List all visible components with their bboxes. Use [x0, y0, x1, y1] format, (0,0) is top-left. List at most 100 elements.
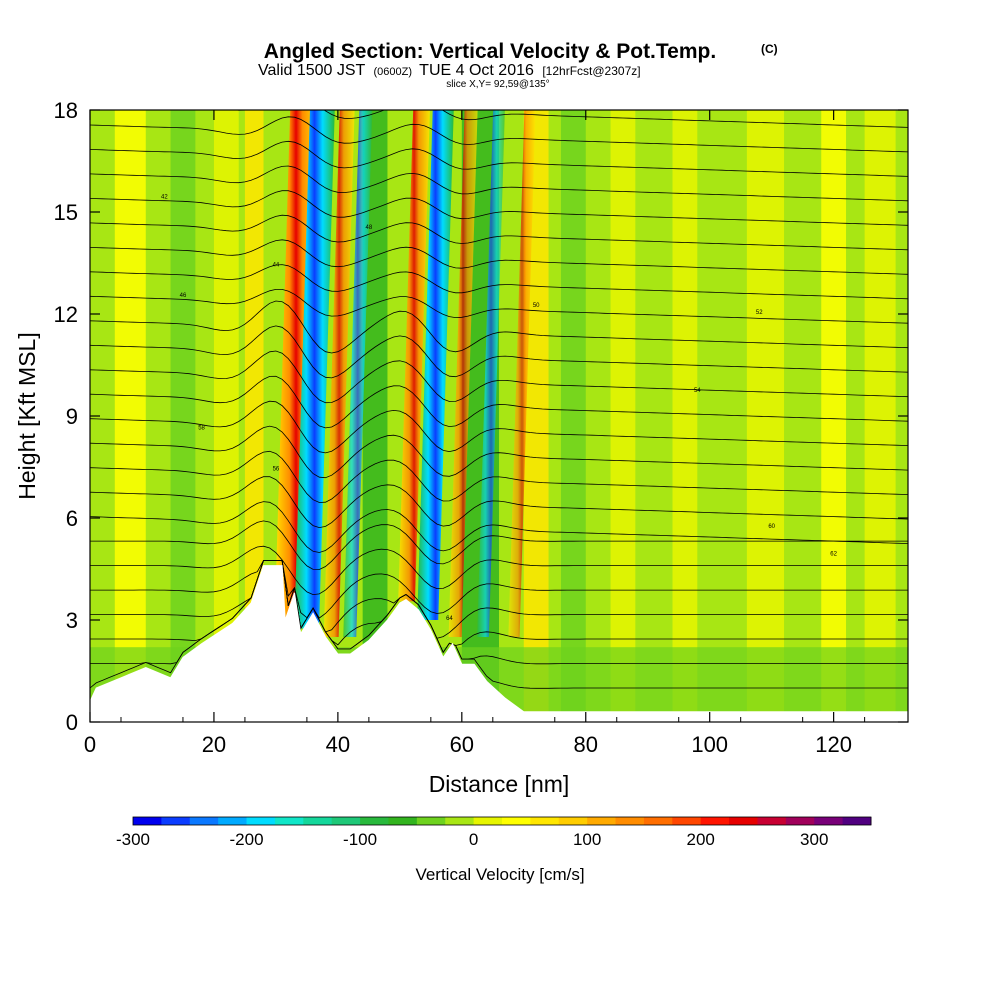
x-tick-label: 80 — [574, 732, 598, 757]
y-axis-label: Height [Kft MSL] — [14, 332, 40, 499]
isentrope-line — [90, 400, 908, 454]
colorbar-swatch — [842, 817, 872, 825]
x-tick-label: 120 — [815, 732, 852, 757]
field-band — [821, 110, 847, 722]
updraft-band — [508, 110, 536, 637]
colorbar-tick-label: -300 — [116, 830, 150, 849]
contour-label: 64 — [446, 616, 453, 622]
colorbar-swatch — [189, 817, 219, 825]
colorbar-swatch — [473, 817, 503, 825]
field-band — [672, 110, 698, 722]
colorbar-swatch — [331, 817, 361, 825]
isentrope-line — [90, 545, 908, 596]
colorbar-swatch — [502, 817, 531, 825]
terrain — [90, 565, 908, 722]
isentrope-line — [90, 300, 908, 354]
contour-label: 62 — [830, 551, 837, 557]
chart-subtitle: Valid 1500 JST (0600Z) TUE 4 Oct 2016 [1… — [258, 62, 641, 79]
y-tick-label: 15 — [54, 200, 78, 225]
colorbar-swatch — [785, 817, 815, 825]
contour-label: 58 — [198, 426, 205, 432]
subtitle-date: TUE 4 Oct 2016 — [419, 62, 534, 79]
potential-temperature-contours: 42 44 46 48 50 52 54 56 58 60 62 64 — [90, 110, 908, 689]
colorbar-swatch — [274, 817, 304, 825]
colorbar-swatch — [757, 817, 787, 825]
slice-label: slice X,Y= 92,59@135° — [446, 79, 549, 90]
colorbar-tick-label: -100 — [343, 830, 377, 849]
axes: 0 20 40 60 80 100 120 0 3 6 9 12 15 18 — [54, 98, 909, 757]
subtitle-valid: Valid 1500 JST — [258, 62, 366, 79]
colorbar-swatch — [218, 817, 248, 825]
field-band — [213, 110, 239, 722]
chart-title: Angled Section: Vertical Velocity & Pot.… — [264, 40, 716, 63]
isentrope-line — [90, 425, 908, 479]
y-tick-label: 0 — [66, 710, 78, 735]
chart-title-suffix: (C) — [761, 42, 778, 56]
colorbar-swatch — [133, 817, 162, 825]
colorbar-swatch — [587, 817, 617, 825]
colorbar-swatch — [814, 817, 844, 825]
colorbar: -300 -200 -100 0 100 200 300 — [116, 816, 872, 849]
colorbar-swatch — [615, 817, 645, 825]
downdraft-band — [477, 110, 505, 637]
x-tick-label: 100 — [691, 732, 728, 757]
isentrope-line — [90, 520, 908, 570]
colorbar-tick-label: 300 — [800, 830, 828, 849]
isentrope-line — [90, 239, 908, 275]
colorbar-swatch — [246, 817, 276, 825]
colorbar-swatch — [360, 817, 389, 825]
field-band — [114, 110, 146, 722]
field-band — [170, 110, 196, 722]
colorbar-tick-label: 200 — [687, 830, 715, 849]
subtitle-zulu: (0600Z) — [373, 66, 412, 78]
isentrope-line — [232, 110, 908, 128]
colorbar-swatch — [700, 817, 730, 825]
y-tick-label: 18 — [54, 98, 78, 123]
colorbar-swatch — [672, 817, 702, 825]
isentrope-line — [90, 264, 908, 300]
updraft-band — [323, 110, 355, 637]
colorbar-swatch — [643, 817, 673, 825]
contour-label: 54 — [694, 388, 701, 394]
colorbar-label: Vertical Velocity [cm/s] — [415, 865, 584, 884]
colorbar-swatch — [161, 817, 191, 825]
contour-label: 44 — [273, 262, 280, 268]
isentrope-line — [90, 165, 908, 202]
updraft-band — [398, 110, 430, 602]
isentrope-line — [90, 116, 908, 153]
contour-label: 52 — [756, 310, 763, 316]
isentrope-line — [90, 501, 908, 553]
x-tick-label: 0 — [84, 732, 96, 757]
colorbar-swatch — [729, 817, 758, 825]
downdraft-band — [417, 110, 454, 620]
field-band — [864, 110, 896, 722]
x-tick-label: 60 — [450, 732, 474, 757]
plot-area: 42 44 46 48 50 52 54 56 58 60 62 64 — [90, 110, 908, 722]
subtitle-fcst: [12hrFcst@2307z] — [542, 64, 640, 78]
y-tick-label: 6 — [66, 506, 78, 531]
field-band — [610, 110, 636, 722]
x-tick-label: 40 — [326, 732, 350, 757]
contour-label: 56 — [273, 466, 280, 472]
isentrope-line — [90, 140, 908, 177]
contour-label: 46 — [180, 293, 187, 299]
colorbar-swatch — [445, 817, 475, 825]
colorbar-tick-label: 100 — [573, 830, 601, 849]
isentrope-line — [90, 560, 908, 619]
colorbar-swatch — [388, 817, 418, 825]
isentrope-line — [90, 325, 908, 379]
isentrope-line — [90, 450, 908, 503]
contour-label: 48 — [366, 225, 373, 231]
isentrope-line — [90, 375, 908, 429]
isentrope-line — [90, 214, 908, 251]
colorbar-swatch — [558, 817, 588, 825]
isentrope-line — [90, 350, 908, 404]
y-tick-label: 9 — [66, 404, 78, 429]
isentrope-line — [90, 190, 908, 226]
y-tick-label: 3 — [66, 608, 78, 633]
downdraft-band — [343, 110, 373, 637]
contour-label: 42 — [161, 194, 168, 200]
field-band — [560, 110, 586, 722]
isentrope-line — [90, 476, 908, 529]
